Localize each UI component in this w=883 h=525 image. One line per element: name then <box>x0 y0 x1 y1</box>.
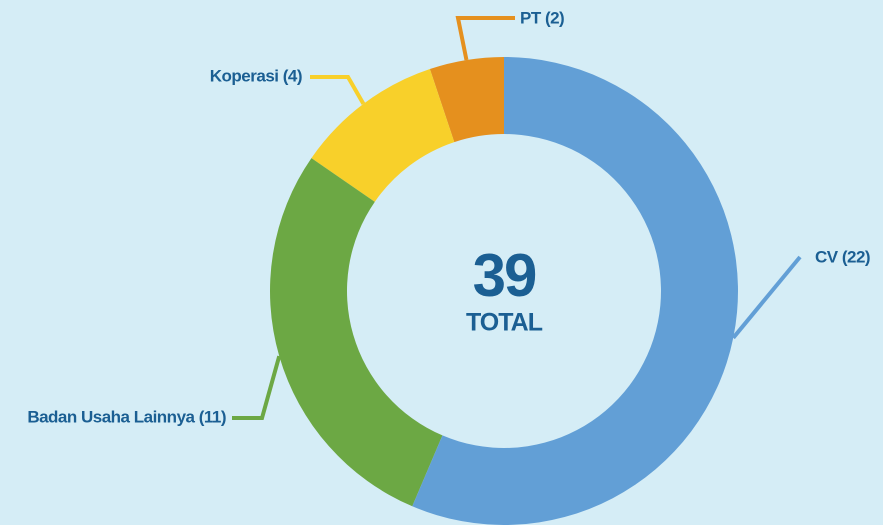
donut-slice <box>429 57 504 143</box>
slice-label: Badan Usaha Lainnya (11) <box>27 407 226 426</box>
total-value: 39 <box>473 242 536 309</box>
donut-slice <box>311 69 455 202</box>
leader-line <box>232 355 282 420</box>
leader-line <box>455 16 515 61</box>
total-label: TOTAL <box>466 309 543 337</box>
slice-label: Koperasi (4) <box>210 66 302 85</box>
donut-slice <box>269 158 443 507</box>
slice-label: PT (2) <box>520 8 564 27</box>
slice-label: CV (22) <box>815 247 870 266</box>
leader-line <box>731 255 802 340</box>
leader-line <box>310 75 366 105</box>
donut-slice <box>412 57 739 525</box>
